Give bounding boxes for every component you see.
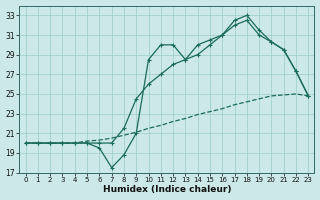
X-axis label: Humidex (Indice chaleur): Humidex (Indice chaleur) bbox=[103, 185, 231, 194]
